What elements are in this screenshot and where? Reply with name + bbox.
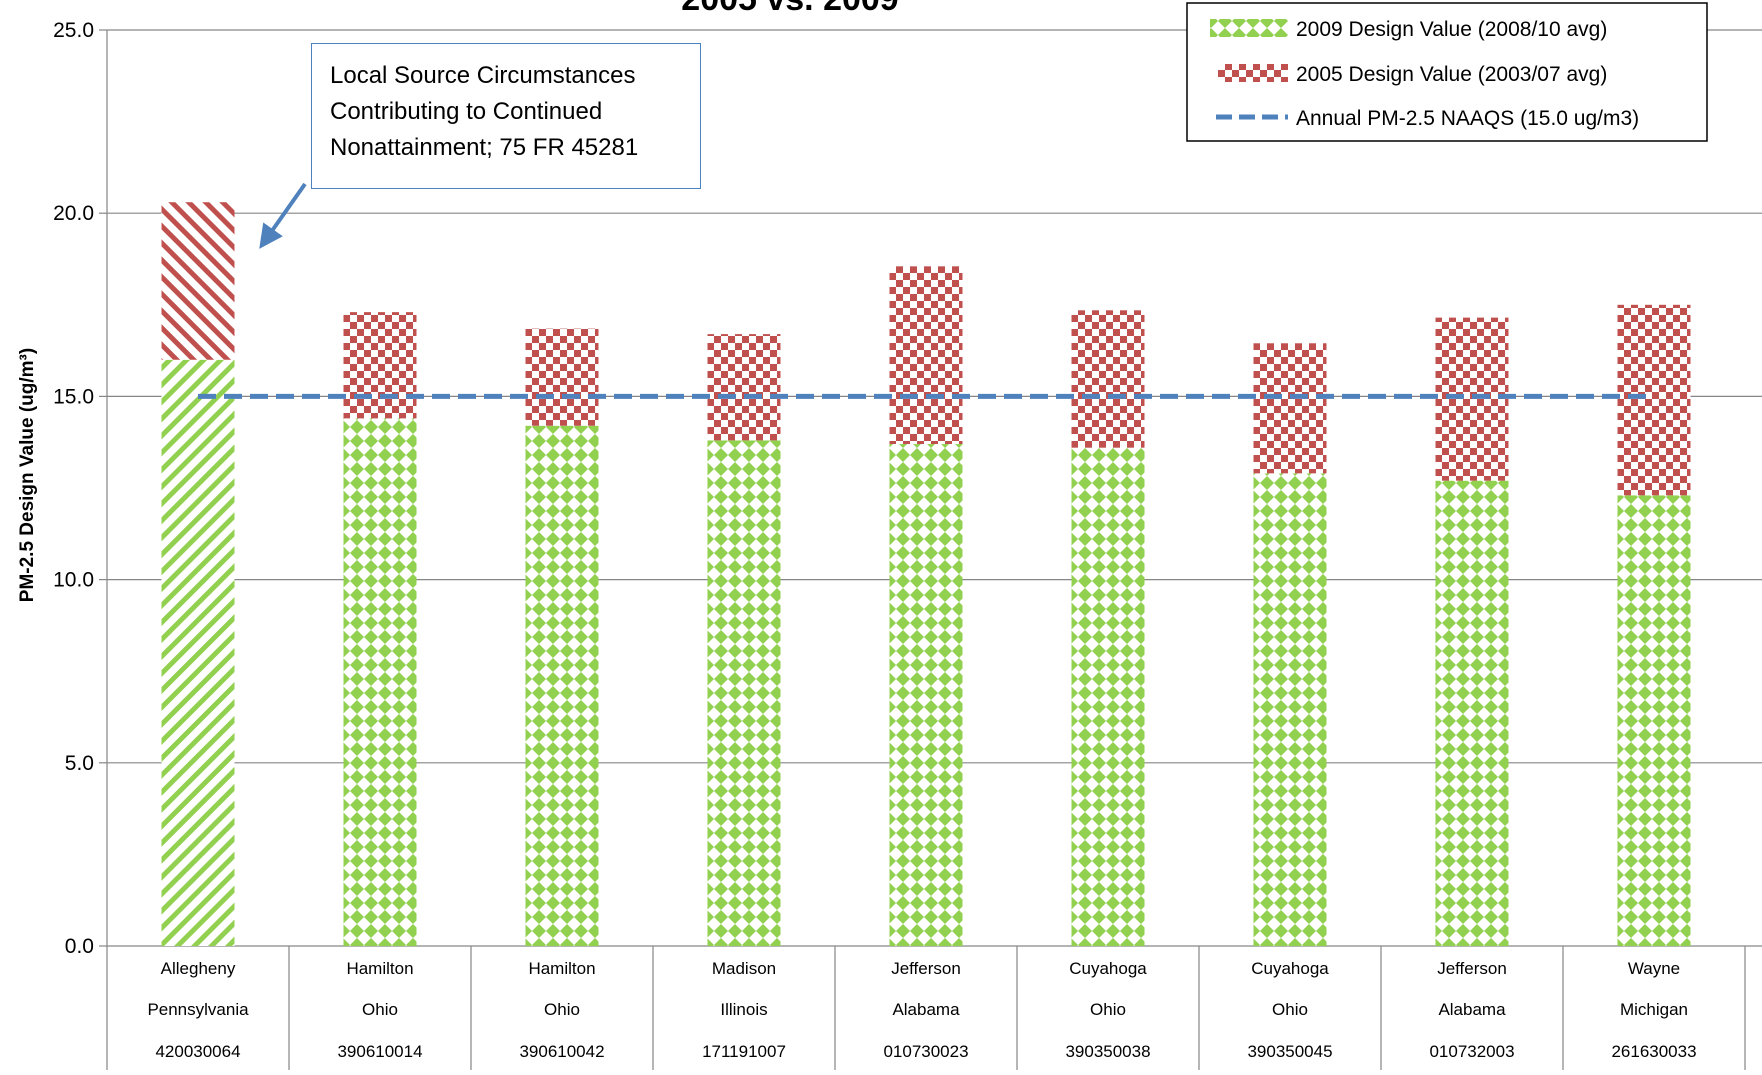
y-tick-label: 10.0	[53, 569, 94, 592]
legend: 2009 Design Value (2008/10 avg) 2005 Desi…	[1186, 2, 1708, 142]
callout-line-2: Contributing to Continued	[330, 98, 603, 125]
bar-2005-010732003	[1435, 317, 1509, 481]
category-state: Ohio	[1090, 1000, 1126, 1019]
category-state: Ohio	[1272, 1000, 1308, 1019]
bars	[161, 202, 1691, 946]
y-tick-label: 0.0	[65, 935, 94, 958]
y-tick-label: 5.0	[65, 752, 94, 775]
category-county: Hamilton	[528, 959, 595, 978]
category-county: Wayne	[1628, 959, 1680, 978]
y-axis-label: PM-2.5 Design Value (ug/m³)	[17, 348, 38, 602]
category-state: Ohio	[544, 1000, 580, 1019]
bar-2005-390350045	[1253, 343, 1327, 474]
y-tick-label: 15.0	[53, 385, 94, 408]
bar-2005-420030064	[161, 202, 235, 360]
legend-swatch-2009	[1210, 19, 1288, 37]
category-site: 261630033	[1611, 1042, 1696, 1061]
category-county: Cuyahoga	[1069, 959, 1147, 978]
bar-2009-171191007	[707, 440, 781, 946]
legend-2005-label: 2005 Design Value (2003/07 avg)	[1296, 63, 1607, 86]
legend-2009-label: 2009 Design Value (2008/10 avg)	[1296, 18, 1607, 41]
category-site: 010730023	[883, 1042, 968, 1061]
bar-2005-010730023	[889, 266, 963, 445]
category-county: Jefferson	[1437, 959, 1507, 978]
bar-2009-390610042	[525, 425, 599, 946]
category-site: 390610014	[337, 1042, 422, 1061]
category-county: Hamilton	[346, 959, 413, 978]
bar-2009-390350038	[1071, 447, 1145, 946]
bar-2009-010732003	[1435, 480, 1509, 946]
category-state: Alabama	[1438, 1000, 1506, 1019]
category-table: Allegheny Pennsylvania 420030064 Hamilton Oh…	[106, 946, 1746, 1070]
category-site: 390350038	[1065, 1042, 1150, 1061]
y-tick-label: 20.0	[53, 202, 94, 225]
callout-annotation: Local Source Circumstances Contributing …	[311, 43, 701, 189]
category-site: 420030064	[155, 1042, 240, 1061]
category-state: Michigan	[1620, 1000, 1688, 1019]
bar-2005-171191007	[707, 334, 781, 441]
legend-swatch-2005	[1218, 64, 1288, 82]
category-site: 010732003	[1429, 1042, 1514, 1061]
bar-2009-420030064	[161, 359, 235, 946]
category-state: Ohio	[362, 1000, 398, 1019]
bar-2009-010730023	[889, 444, 963, 946]
legend-naaqs-label: Annual PM-2.5 NAAQS (15.0 ug/m3)	[1296, 107, 1639, 130]
bar-2005-390610014	[343, 312, 417, 419]
category-state: Pennsylvania	[147, 1000, 249, 1019]
bar-2009-261630033	[1617, 495, 1691, 946]
bar-2005-390610042	[525, 328, 599, 426]
category-site: 171191007	[702, 1042, 786, 1061]
category-county: Jefferson	[891, 959, 961, 978]
category-site: 390610042	[519, 1042, 604, 1061]
category-county: Madison	[712, 959, 776, 978]
callout-arrow	[259, 182, 307, 249]
y-tick-label: 25.0	[53, 19, 94, 42]
chart-title: 2005 vs. 2009	[681, 0, 898, 18]
bar-2005-261630033	[1617, 304, 1691, 496]
category-site: 390350045	[1247, 1042, 1332, 1061]
category-state: Illinois	[720, 1000, 767, 1019]
bar-2005-390350038	[1071, 310, 1145, 448]
callout-line-1: Local Source Circumstances	[330, 62, 636, 89]
callout-line-3: Nonattainment; 75 FR 45281	[330, 134, 639, 161]
bar-2009-390610014	[343, 418, 417, 946]
bar-2009-390350045	[1253, 473, 1327, 946]
category-county: Cuyahoga	[1251, 959, 1329, 978]
category-county: Allegheny	[161, 959, 236, 978]
y-tick-labels: 0.0 5.0 10.0 15.0 20.0 25.0	[53, 19, 94, 958]
category-state: Alabama	[892, 1000, 960, 1019]
